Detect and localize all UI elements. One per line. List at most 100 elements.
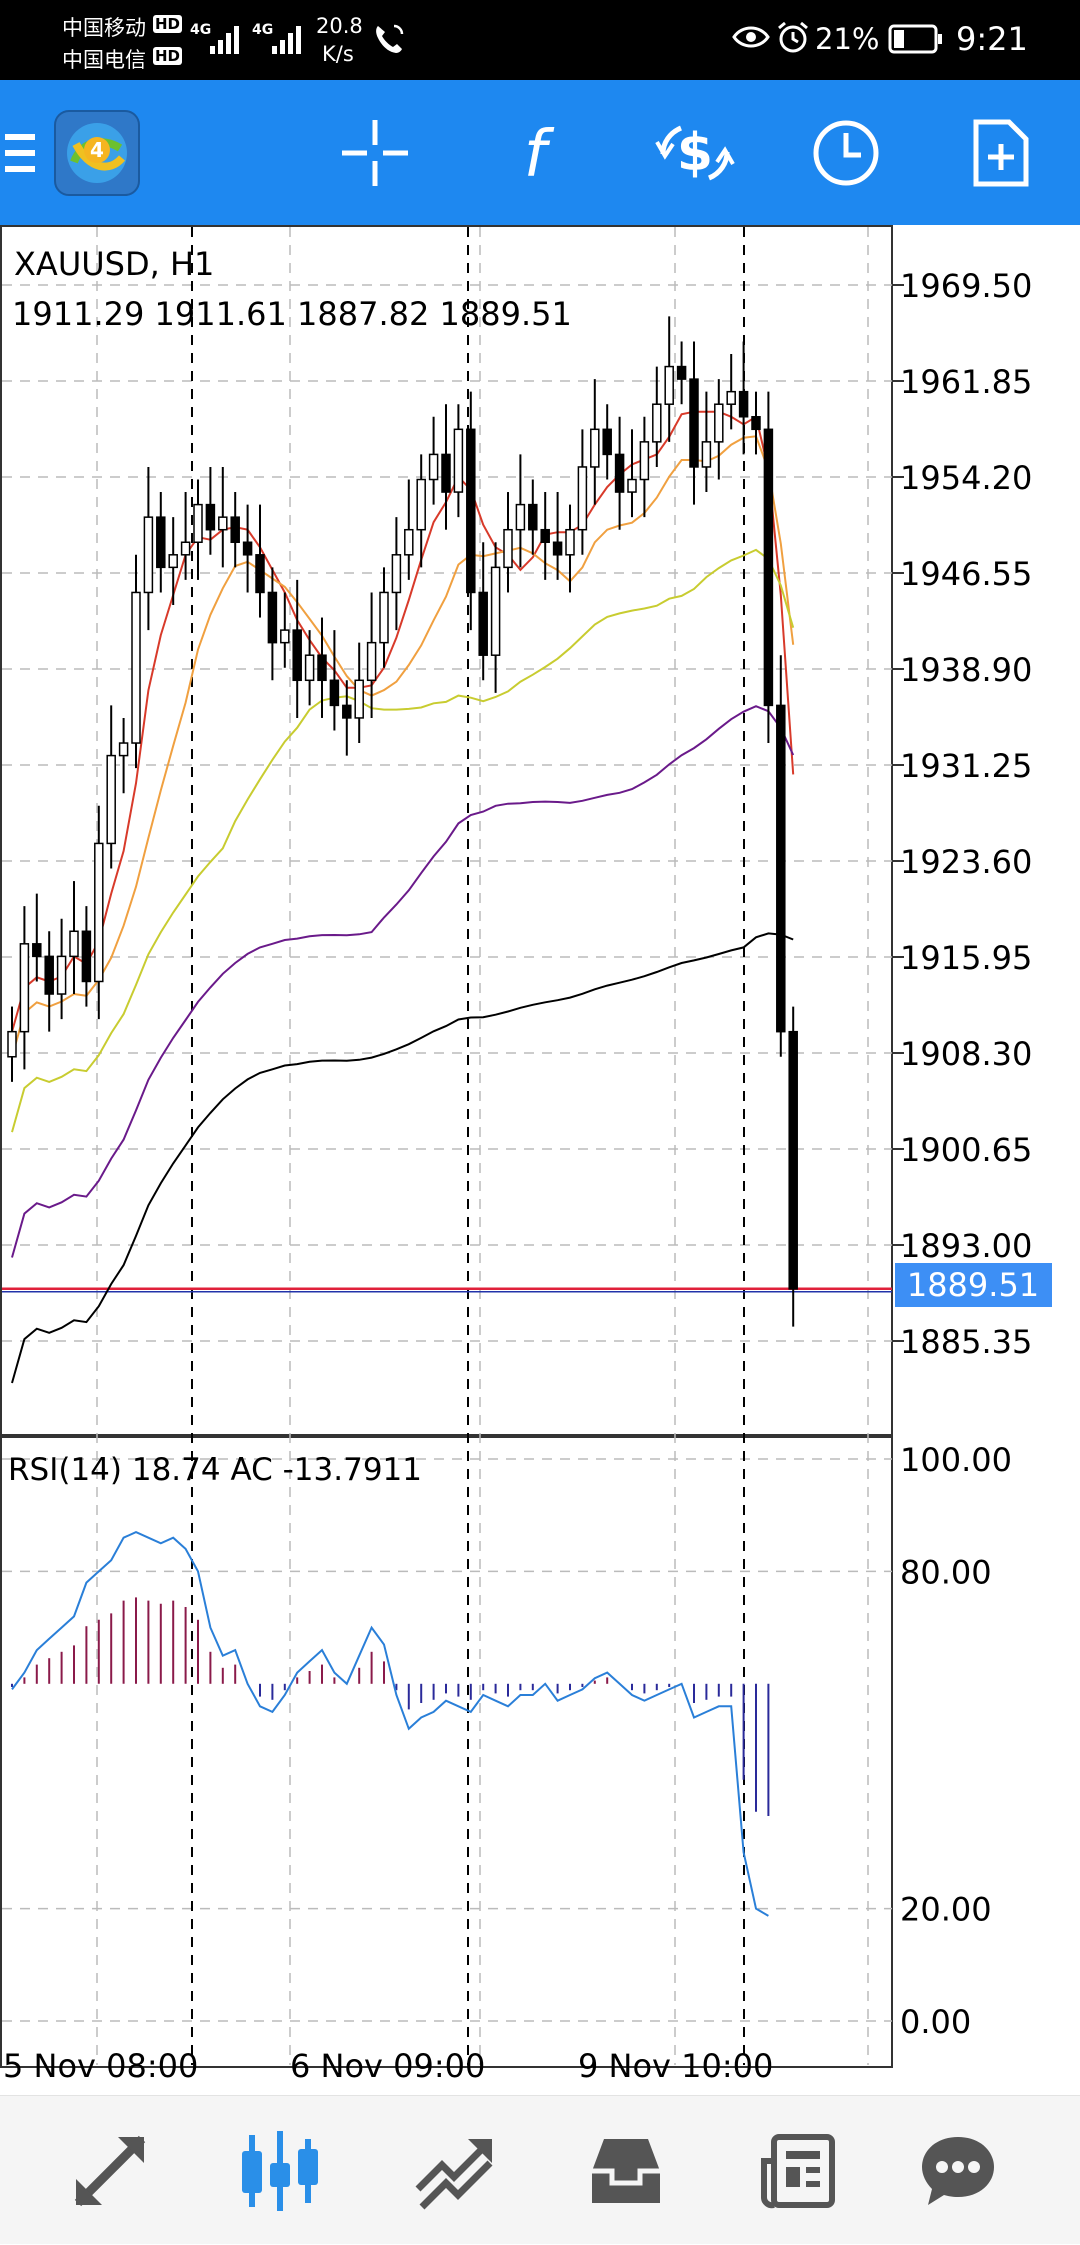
candle-body	[763, 428, 774, 707]
svg-text:4: 4	[90, 138, 104, 162]
nav-trade[interactable]	[374, 2096, 534, 2245]
date-label-2: 6 Nov 09:00	[290, 2047, 485, 2085]
candle-body	[292, 629, 302, 682]
metatrader-logo-icon: 4	[54, 109, 140, 196]
price-tick-label: 1938.90	[900, 651, 1032, 689]
carrier-2: 中国电信	[62, 48, 146, 72]
price-tick-label: 1915.95	[900, 939, 1032, 977]
candle-body	[19, 943, 30, 1033]
price-tick-label: 1908.30	[900, 1035, 1032, 1073]
candle-body	[32, 943, 42, 958]
candle-body	[714, 403, 724, 443]
candle-body	[329, 679, 340, 707]
moving-average-mid	[11, 435, 795, 1058]
candle-body	[577, 466, 588, 531]
candle-body	[7, 1030, 17, 1058]
candle-body	[230, 516, 240, 544]
messages-icon	[922, 2136, 994, 2205]
news-icon	[761, 2133, 835, 2208]
candle-body	[131, 591, 141, 744]
candle-body	[193, 503, 203, 544]
crosshair-button[interactable]	[330, 80, 420, 225]
bottom-navigation	[0, 2095, 1080, 2244]
svg-text:$: $	[677, 123, 713, 183]
hd-badge-1: HD	[153, 15, 183, 33]
candle-body	[354, 679, 364, 719]
candle-body	[143, 516, 154, 594]
candle-body	[342, 704, 352, 719]
candle-body	[466, 428, 476, 594]
candle-body	[304, 654, 315, 682]
candle-body	[391, 554, 402, 594]
chart-area[interactable]: 1969.50 1961.85 1954.20 1946.55 1938.90 1931.…	[0, 225, 1080, 2095]
nav-messages[interactable]	[878, 2096, 1038, 2245]
price-tick-label: 1900.65	[900, 1131, 1032, 1169]
trade-button[interactable]: $	[645, 80, 745, 225]
candle-body	[664, 365, 674, 405]
menu-button[interactable]	[0, 80, 40, 225]
price-tick-label: 1954.20	[900, 459, 1032, 497]
date-label-1: 5 Nov 08:00	[3, 2047, 198, 2085]
history-icon	[592, 2138, 660, 2203]
candle-body	[280, 629, 290, 644]
candle-body	[267, 591, 278, 644]
candle-body	[56, 955, 67, 995]
rsi-tick-label: 80.00	[900, 1553, 992, 1591]
svg-text:f: f	[524, 118, 555, 188]
app-logo-button[interactable]: 4	[52, 80, 142, 225]
candle-body	[627, 478, 637, 493]
candle-body	[81, 930, 92, 983]
battery-icon	[888, 24, 942, 54]
rsi-line	[11, 1531, 769, 1917]
candle-body	[540, 528, 550, 544]
clock-time: 9:21	[956, 20, 1028, 58]
candle-body	[652, 403, 662, 443]
rsi-tick-label: 100.00	[900, 1441, 1012, 1479]
trade-icon: $	[655, 123, 735, 183]
price-tick-label: 1961.85	[900, 363, 1032, 401]
candle-body	[701, 441, 712, 468]
timeframe-icon	[813, 120, 879, 185]
price-tick-label: 1931.25	[900, 747, 1032, 785]
price-chart[interactable]: 1969.50 1961.85 1954.20 1946.55 1938.90 1931.…	[0, 225, 1080, 2095]
network-speed-value: 20.8	[316, 14, 363, 38]
candle-body	[205, 503, 216, 531]
rsi-chart-frame	[0, 1436, 893, 2068]
candle-body	[44, 955, 54, 995]
candle-body	[404, 528, 414, 556]
rsi-indicator-label: RSI(14) 18.74 AC -13.7911	[8, 1452, 422, 1488]
alarm-icon	[778, 21, 808, 53]
nav-charts[interactable]	[200, 2096, 360, 2245]
timeframe-button[interactable]	[800, 80, 892, 225]
main-chart-frame	[0, 225, 893, 1436]
candle-body	[478, 591, 488, 656]
nav-history[interactable]	[546, 2096, 706, 2245]
eye-comfort-icon	[732, 26, 770, 48]
price-tick-label: 1946.55	[900, 555, 1032, 593]
candle-body	[751, 416, 761, 431]
nav-news[interactable]	[718, 2096, 878, 2245]
candle-body	[676, 365, 687, 380]
candle-body	[776, 704, 786, 1033]
candle-body	[94, 842, 104, 983]
new-order-button[interactable]	[955, 80, 1047, 225]
candle-body	[255, 554, 265, 594]
candle-body	[552, 541, 563, 556]
network-type-2: 4G	[252, 22, 274, 38]
price-tick-label: 1885.35	[900, 1323, 1032, 1361]
candle-body	[242, 541, 253, 556]
chart-symbol-label: XAUUSD, H1	[14, 245, 214, 283]
nav-quotes[interactable]	[30, 2096, 190, 2245]
candle-body	[453, 428, 464, 493]
current-price-badge	[895, 1263, 1052, 1307]
price-tick-label: 1969.50	[900, 267, 1032, 305]
price-tick-label: 1923.60	[900, 843, 1032, 881]
candle-body	[565, 528, 575, 556]
network-speed-unit: K/s	[322, 42, 354, 66]
battery-percent: 21%	[815, 22, 880, 56]
candle-body	[156, 516, 166, 569]
candle-body	[168, 554, 178, 569]
date-label-3: 9 Nov 10:00	[578, 2047, 773, 2085]
moving-average-slow	[11, 548, 795, 1133]
indicators-button[interactable]: f	[490, 80, 580, 225]
